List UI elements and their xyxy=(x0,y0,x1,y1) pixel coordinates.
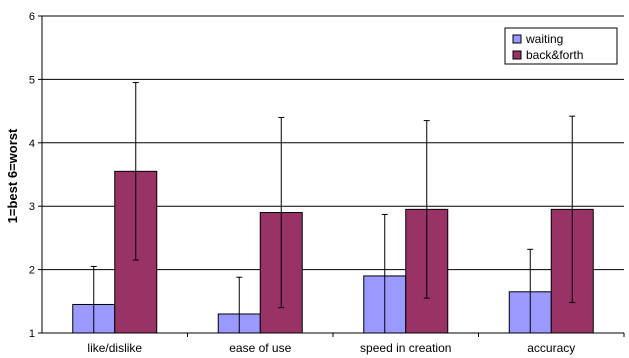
y-tick-label: 4 xyxy=(29,138,35,150)
y-axis-label: 1=best 6=worst xyxy=(5,128,20,223)
y-tick-label: 2 xyxy=(29,265,35,277)
x-category-label: speed in creation xyxy=(360,341,451,355)
y-tick-label: 3 xyxy=(29,201,35,213)
y-tick-label: 1 xyxy=(29,328,35,340)
legend-swatch xyxy=(512,50,522,60)
y-tick-label: 6 xyxy=(29,11,35,23)
legend-swatch xyxy=(512,34,522,44)
legend: waiting back&forth xyxy=(504,27,618,65)
legend-box xyxy=(504,27,618,65)
error-bars xyxy=(90,82,576,333)
x-category-label: like/dislike xyxy=(87,341,142,355)
bars xyxy=(72,170,594,334)
x-category-label: ease of use xyxy=(229,341,291,355)
y-axis-ticks: 1 2 3 4 5 6 xyxy=(29,11,42,340)
y-tick-label: 5 xyxy=(29,74,35,86)
legend-label: back&forth xyxy=(526,48,583,62)
x-category-label: accuracy xyxy=(527,341,575,355)
legend-label: waiting xyxy=(525,32,563,46)
x-axis-categories: like/dislike ease of use speed in creation… xyxy=(87,333,625,355)
